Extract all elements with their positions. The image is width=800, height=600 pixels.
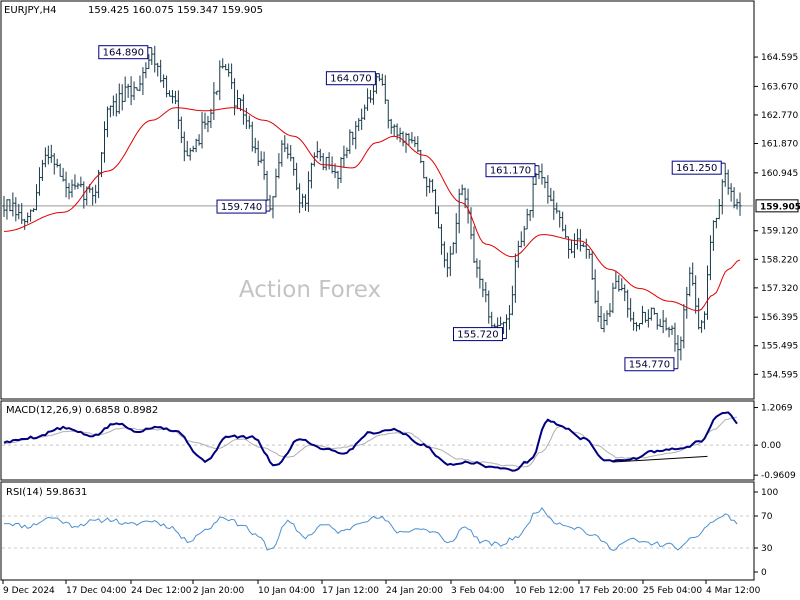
price-annotations: 164.890 159.740 164.070 161.170 155.720 161.2… <box>98 45 726 372</box>
rsi-y-tick-label: 100 <box>761 488 778 498</box>
time-axis-label: 17 Jan 12:00 <box>322 586 379 596</box>
peak-label: 161.250 <box>676 163 717 174</box>
peak-label: 164.890 <box>103 48 144 59</box>
time-axis-label: 24 Jan 20:00 <box>386 586 443 596</box>
price-y-tick-label: 154.595 <box>761 370 798 380</box>
macd-y-axis: 1.2069 0.00 -0.9609 <box>2 404 796 481</box>
moving-average <box>3 107 741 312</box>
peak-label: 154.770 <box>629 360 670 371</box>
time-axis-label: 10 Feb 12:00 <box>515 586 574 596</box>
rsi-panel-frame <box>0 481 755 581</box>
current-price-line: 159.905 <box>2 199 800 213</box>
peak-label-box <box>98 45 149 60</box>
chart-header-ohlc: 159.425 160.075 159.347 159.905 <box>88 5 263 16</box>
price-y-tick-label: 159.120 <box>761 227 798 237</box>
price-y-tick-label: 156.395 <box>761 313 798 323</box>
rsi-title: RSI(14) 59.8631 <box>6 487 87 498</box>
peak-label-box <box>325 71 376 86</box>
rsi-y-axis: 100 70 30 0 <box>2 488 778 578</box>
rsi-line <box>4 507 738 551</box>
macd-main-line <box>3 411 738 472</box>
time-axis-label: 10 Jan 04:00 <box>258 586 315 596</box>
peak-label-box <box>624 357 675 372</box>
rsi-line-path <box>4 507 738 551</box>
macd-panel-frame <box>0 400 755 481</box>
rsi-y-tick-label: 30 <box>761 544 773 554</box>
macd-lines <box>3 411 738 472</box>
time-axis-label: 3 Feb 04:00 <box>451 586 505 596</box>
time-axis: 9 Dec 2024 17 Dec 04:00 24 Dec 12:00 2 Jan … <box>2 580 761 596</box>
peak-label-box <box>485 163 536 178</box>
peak-label-box <box>216 199 267 214</box>
time-axis-label: 2 Jan 20:00 <box>193 586 245 596</box>
macd-y-tick-label: 0.00 <box>761 441 781 451</box>
price-y-tick-label: 160.945 <box>761 169 798 179</box>
time-axis-label: 25 Feb 04:00 <box>643 586 702 596</box>
rsi-y-tick-label: 0 <box>761 568 767 578</box>
time-axis-label: 17 Feb 20:00 <box>579 586 638 596</box>
chart-header-symbol: EURJPY,H4 <box>4 5 57 16</box>
macd-trendline <box>612 455 708 463</box>
price-y-axis: 164.595 163.670 162.770 161.870 160.945 159.1… <box>754 53 798 380</box>
macd-y-tick-label: 1.2069 <box>761 404 793 414</box>
peak-label-box <box>671 160 722 175</box>
rsi-y-tick-label: 70 <box>761 512 773 522</box>
price-y-tick-label: 158.220 <box>761 255 798 265</box>
time-axis-label: 24 Dec 12:00 <box>131 586 192 596</box>
moving-average-line <box>3 107 741 312</box>
price-panel-frame <box>0 0 755 400</box>
price-y-tick-label: 162.770 <box>761 111 798 121</box>
macd-title: MACD(12,26,9) 0.6858 0.8982 <box>6 405 158 416</box>
time-axis-label: 17 Dec 04:00 <box>66 586 127 596</box>
time-axis-label: 4 Mar 12:00 <box>706 586 761 596</box>
peak-label: 155.720 <box>457 330 498 341</box>
macd-y-tick-label: -0.9609 <box>761 471 796 481</box>
price-y-tick-label: 155.495 <box>761 342 798 352</box>
watermark: Action Forex <box>239 277 381 303</box>
current-price-label: 159.905 <box>760 202 800 212</box>
time-axis-label: 9 Dec 2024 <box>3 586 55 596</box>
current-price-box <box>755 199 799 213</box>
peak-label-box <box>452 327 503 342</box>
price-y-tick-label: 164.595 <box>761 53 798 63</box>
peak-label: 161.170 <box>490 166 531 177</box>
peak-label: 159.740 <box>221 202 262 213</box>
peak-label: 164.070 <box>330 74 371 85</box>
price-y-tick-label: 163.670 <box>761 82 798 92</box>
price-y-tick-label: 161.870 <box>761 140 798 150</box>
price-y-tick-label: 157.320 <box>761 284 798 294</box>
